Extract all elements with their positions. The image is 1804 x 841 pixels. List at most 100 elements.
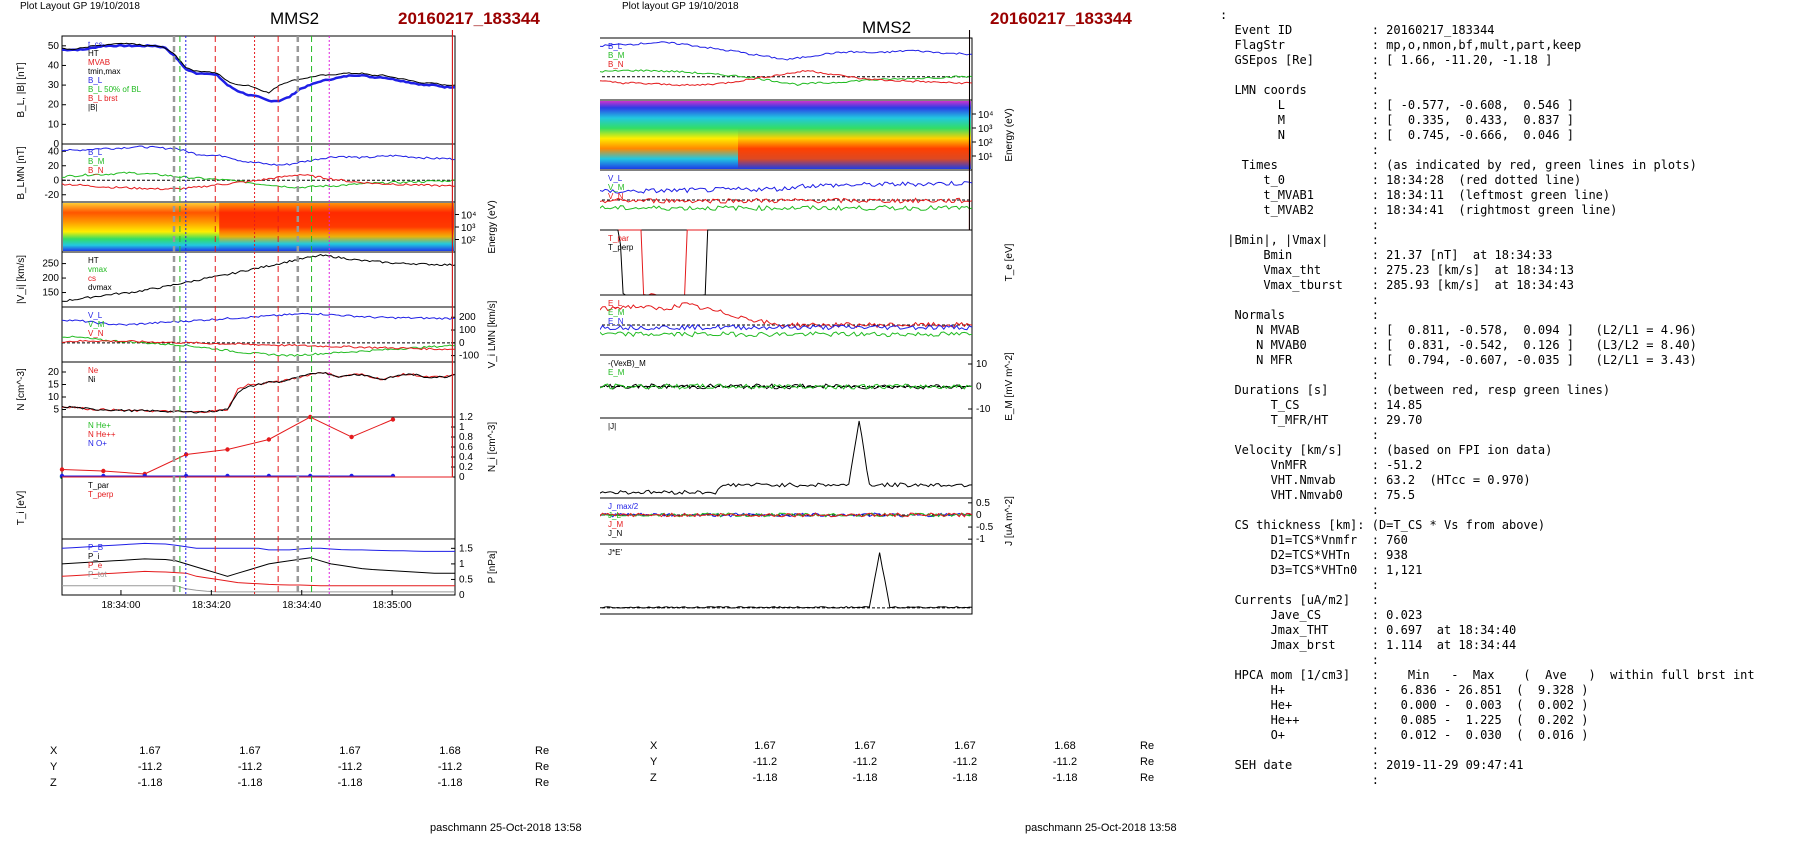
x-tick-label: 18:34:00 — [101, 600, 140, 611]
y-tick-label: 0.8 — [459, 432, 473, 443]
series-line — [600, 180, 973, 194]
coord-value: -1.18 — [952, 772, 978, 784]
summary-line: T_MFR/HT : 29.70 — [1220, 413, 1423, 427]
coord-value: 1.68 — [1054, 740, 1076, 752]
legend-entry: P_i — [88, 552, 100, 561]
panel-frame — [61, 251, 456, 308]
legend-entry: HT — [88, 256, 99, 265]
coord-value: -1.18 — [137, 777, 163, 789]
series-line — [600, 197, 973, 204]
series-line — [600, 383, 973, 390]
summary-line: CS thickness [km]: (D=T_CS * Vs from abo… — [1220, 518, 1546, 532]
summary-line: t_0 : 18:34:28 (red dotted line) — [1220, 173, 1582, 187]
coord-value: -11.2 — [952, 756, 978, 768]
legend-entry: B_L brst — [88, 94, 118, 103]
footer-right: paschmann 25-Oct-2018 13:58 — [1025, 822, 1177, 834]
plot1-title: MMS2 — [270, 9, 320, 28]
coord-value: 1.67 — [854, 740, 876, 752]
summary-line: : — [1220, 218, 1379, 232]
y-tick-label: 20 — [48, 161, 60, 172]
coord-value: -1.18 — [237, 777, 263, 789]
summary-line: O+ : 0.012 - 0.030 ( 0.016 ) — [1220, 728, 1589, 742]
legend-entry: B_L 50% of BL — [88, 85, 142, 94]
summary-line: HPCA mom [1/cm3] : Min - Max ( Ave ) wit… — [1220, 668, 1755, 682]
series-line — [62, 585, 455, 593]
summary-line: : — [1220, 743, 1379, 757]
y-tick-label: 0.4 — [459, 452, 473, 463]
legend-entry: J_max/2 — [608, 502, 639, 511]
coord-value: 1.68 — [439, 745, 461, 757]
y-tick-label: 1.5 — [459, 543, 473, 554]
plot2-event-id: 20160217_183344 — [990, 9, 1132, 28]
legend-entry: N O+ — [88, 439, 107, 448]
series-line — [600, 512, 973, 518]
y-tick-label: 0.5 — [976, 498, 990, 509]
legend-entry: T_perp — [88, 490, 114, 499]
legend-entry: vmax — [88, 265, 107, 274]
series-line — [61, 253, 456, 302]
y-tick-label: 50 — [48, 41, 60, 52]
legend-entry: MVAB — [88, 58, 110, 67]
coord-value: -11.2 — [237, 761, 263, 773]
data-point — [390, 417, 396, 422]
y-tick-label: -10 — [976, 404, 991, 415]
summary-line: FlagStr : mp,o,nmon,bf,mult,part,keep — [1220, 38, 1582, 52]
panel-frame — [61, 35, 456, 145]
y-tick-label: 10³ — [461, 223, 476, 234]
legend-entry: E_M — [608, 308, 625, 317]
y-tick-label: 10 — [48, 119, 60, 130]
y-tick-label: -0.5 — [976, 522, 994, 533]
series-line — [61, 416, 394, 475]
y-tick-label: 0 — [459, 472, 465, 483]
legend-entry: B_L — [608, 42, 623, 51]
legend-entry: T_par — [608, 234, 629, 243]
y-axis-label: T_e [eV] — [1004, 243, 1015, 281]
coord-unit: Re — [1140, 756, 1155, 768]
summary-line: |Bmin|, |Vmax| : — [1220, 233, 1379, 247]
x-tick-label: 18:34:40 — [282, 600, 321, 611]
coord-value: 1.67 — [139, 745, 161, 757]
summary-line: GSEpos [Re] : [ 1.66, -11.20, -1.18 ] — [1220, 53, 1553, 67]
y-tick-label: 1.2 — [459, 412, 473, 423]
y-tick-label: 250 — [42, 259, 59, 270]
panel-frame — [600, 497, 973, 545]
series-line — [61, 542, 455, 552]
y-tick-label: 0 — [53, 139, 59, 150]
series-line — [600, 324, 973, 331]
y-axis-label: V_i LMN [km/s] — [487, 300, 498, 368]
y-tick-label: -20 — [45, 190, 60, 201]
summary-line: He+ : 0.000 - 0.003 ( 0.002 ) — [1220, 698, 1589, 712]
y-tick-label: 30 — [48, 80, 60, 91]
legend-entry: |J| — [608, 422, 616, 431]
summary-line: SEH date : 2019-11-29 09:47:41 — [1220, 758, 1524, 772]
series-line — [61, 145, 456, 166]
coord-unit: Re — [535, 745, 550, 757]
y-tick-label: 40 — [48, 146, 60, 157]
y-axis-label: N_i [cm^-3] — [487, 422, 498, 472]
coord-label-x: X — [650, 740, 658, 752]
coord-value: 1.67 — [339, 745, 361, 757]
y-tick-label: 10² — [461, 236, 476, 247]
summary-line: Jmax_brst : 1.114 at 18:34:44 — [1220, 638, 1517, 652]
coord-value: 1.67 — [954, 740, 976, 752]
summary-line: : — [1220, 68, 1379, 82]
coord-unit: Re — [535, 761, 550, 773]
summary-line: Times : (as indicated by red, green line… — [1220, 158, 1697, 172]
footer-left: paschmann 25-Oct-2018 13:58 — [430, 822, 582, 834]
series-line — [61, 312, 456, 326]
legend-entry: J_M — [608, 520, 623, 529]
legend-entry: -(VexB)_M — [608, 359, 646, 368]
y-tick-label: 0.2 — [459, 462, 473, 473]
summary-line: He++ : 0.085 - 1.225 ( 0.202 ) — [1220, 713, 1589, 727]
series-line — [61, 173, 456, 191]
legend-entry: V_L — [608, 174, 623, 183]
coord-value: -11.2 — [852, 756, 878, 768]
legend-entry: V_M — [608, 183, 625, 192]
legend-entry: T_par — [88, 481, 109, 490]
legend-entry: J_L — [608, 511, 621, 520]
series-line — [600, 302, 973, 329]
summary-line: VnMFR : -51.2 — [1220, 458, 1423, 472]
legend-entry: tmin,max — [88, 67, 120, 76]
y-axis-label: N [cm^-3] — [16, 368, 27, 411]
